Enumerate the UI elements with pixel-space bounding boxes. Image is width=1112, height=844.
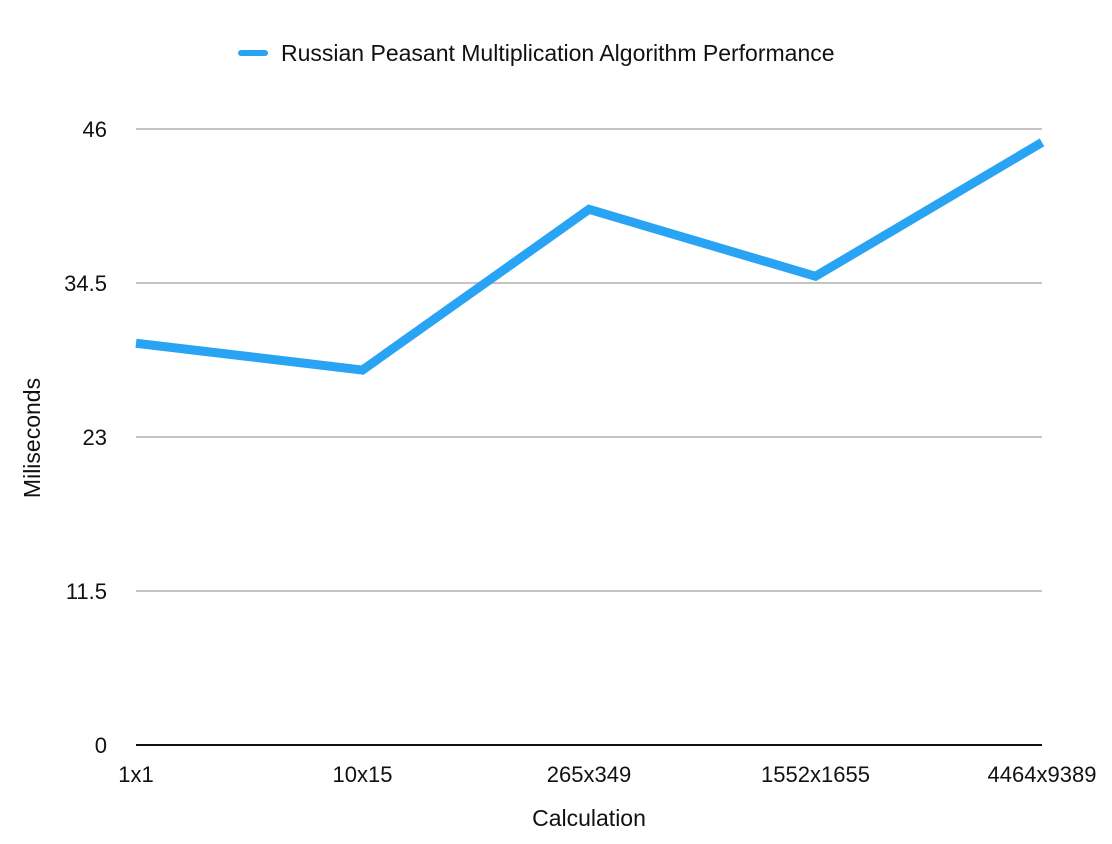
y-tick-label: 46 [83, 117, 107, 142]
y-tick-label: 23 [83, 425, 107, 450]
y-axis-title: Miliseconds [19, 378, 45, 498]
x-tick-label: 1552x1655 [761, 762, 870, 787]
gridlines [136, 128, 1042, 746]
x-axis-ticks: 1x1 10x15 265x349 1552x1655 4464x9389 [118, 762, 1096, 787]
legend-label: Russian Peasant Multiplication Algorithm… [281, 40, 835, 66]
y-axis-ticks: 0 11.5 23 34.5 46 [64, 117, 107, 758]
x-tick-label: 265x349 [547, 762, 631, 787]
x-axis-title: Calculation [532, 805, 646, 831]
series [135, 138, 1045, 375]
series-line [135, 138, 1045, 375]
x-tick-label: 10x15 [333, 762, 393, 787]
y-tick-label: 34.5 [64, 271, 107, 296]
x-tick-label: 4464x9389 [988, 762, 1097, 787]
y-tick-label: 0 [95, 733, 107, 758]
x-tick-label: 1x1 [118, 762, 153, 787]
y-tick-label: 11.5 [66, 579, 107, 604]
legend: Russian Peasant Multiplication Algorithm… [238, 40, 835, 66]
